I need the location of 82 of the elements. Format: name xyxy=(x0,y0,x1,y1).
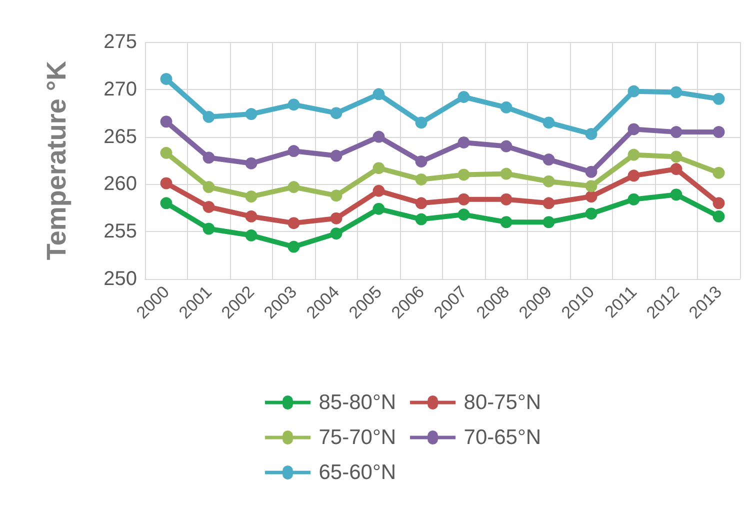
point xyxy=(202,152,215,164)
point xyxy=(458,168,470,181)
point xyxy=(415,213,428,226)
point xyxy=(500,101,512,114)
point xyxy=(542,116,555,129)
legend-label: 75-70°N xyxy=(318,426,396,449)
point xyxy=(628,170,640,182)
point xyxy=(288,181,300,194)
point xyxy=(670,126,682,138)
point xyxy=(628,193,640,206)
point xyxy=(415,155,428,168)
point xyxy=(330,107,342,120)
point xyxy=(245,210,258,222)
y-tick-label: 250 xyxy=(104,268,137,290)
point xyxy=(628,148,640,161)
point xyxy=(500,168,512,180)
point xyxy=(372,202,385,215)
point xyxy=(628,85,640,98)
point xyxy=(712,197,725,210)
point xyxy=(202,181,215,194)
point xyxy=(288,145,300,158)
point xyxy=(500,193,512,206)
point xyxy=(160,72,172,85)
point xyxy=(160,146,172,159)
point xyxy=(372,88,385,100)
point xyxy=(585,128,598,140)
point xyxy=(245,157,258,170)
y-axis-title: Temperature °K xyxy=(42,60,72,260)
point xyxy=(585,166,598,178)
point xyxy=(330,212,342,224)
point xyxy=(585,180,598,192)
point xyxy=(500,140,512,152)
point xyxy=(670,188,682,201)
point xyxy=(372,184,385,197)
point xyxy=(202,200,215,213)
point xyxy=(160,177,172,190)
point xyxy=(712,126,725,138)
point xyxy=(372,162,385,174)
point xyxy=(712,92,725,105)
point xyxy=(415,173,428,186)
point xyxy=(542,154,555,166)
point xyxy=(415,197,428,210)
point xyxy=(288,217,300,230)
point xyxy=(245,229,258,242)
y-tick-label: 270 xyxy=(104,78,137,100)
point xyxy=(542,197,555,210)
legend-label: 85-80°N xyxy=(318,391,396,414)
y-tick-label: 275 xyxy=(104,31,137,53)
point xyxy=(670,150,682,163)
point xyxy=(288,98,300,111)
point xyxy=(585,208,598,220)
legend-label: 70-65°N xyxy=(464,426,542,449)
point xyxy=(542,216,555,228)
point xyxy=(330,190,342,202)
point xyxy=(458,193,470,206)
point xyxy=(330,150,342,162)
point xyxy=(160,197,172,210)
point xyxy=(670,163,682,176)
point xyxy=(670,86,682,98)
point xyxy=(288,240,300,253)
point xyxy=(415,116,428,129)
point xyxy=(712,210,725,222)
point xyxy=(372,130,385,143)
point xyxy=(585,190,598,203)
point xyxy=(330,228,342,240)
point xyxy=(245,190,258,203)
point xyxy=(160,116,172,128)
point xyxy=(628,123,640,136)
point xyxy=(712,166,725,179)
point xyxy=(202,222,215,235)
point xyxy=(458,90,470,103)
point xyxy=(500,216,512,228)
point xyxy=(458,208,470,221)
y-tick-label: 260 xyxy=(104,173,137,196)
legend-label: 80-75°N xyxy=(464,391,542,414)
y-tick-label: 255 xyxy=(104,220,137,243)
y-tick-label: 265 xyxy=(104,126,137,148)
point xyxy=(202,110,215,123)
point xyxy=(245,108,258,120)
legend-label: 65-60°N xyxy=(318,461,396,484)
point xyxy=(542,175,555,188)
point xyxy=(458,136,470,148)
